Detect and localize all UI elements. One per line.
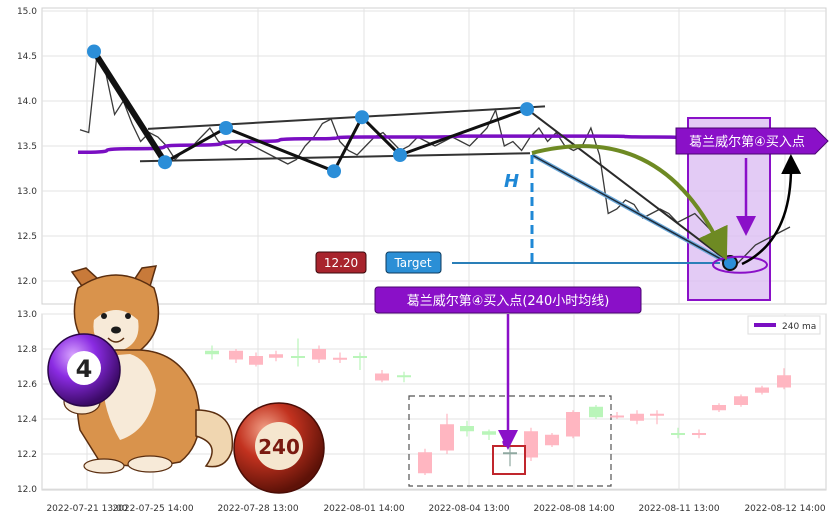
consolidation-box [408,395,612,487]
candle-body [755,387,769,393]
ball-240-illustration: 240 [233,402,325,494]
y-tick-label: 12.5 [17,232,37,242]
candle-body [397,375,411,378]
y-tick-label: 12.0 [17,277,37,287]
signal-label-upper: 葛兰威尔第④买入点 [675,127,829,155]
pattern-segment [526,108,731,264]
pattern-segment [332,116,364,172]
signal-label-lower: 葛兰威尔第④买入点(240小时均线) [374,286,642,314]
ball-240-label: 240 [258,435,300,459]
signal-label-upper-text: 葛兰威尔第④买入点 [689,135,805,150]
ball-4-label: 4 [76,355,93,383]
upper-series [77,44,827,274]
candle-body [460,426,474,432]
candle-body [610,415,624,418]
candle-body [650,413,664,416]
candle-body [418,452,432,474]
candle-body [229,350,243,360]
candle-body [692,433,706,435]
pattern-segment [360,116,402,157]
y-tick-label: 12.6 [17,380,37,390]
y-tick-label: 12.2 [17,450,37,460]
x-tick-label: 2022-08-12 14:00 [744,504,825,514]
candle-body [375,373,389,381]
channel-upper-line [147,105,546,130]
y-tick-label: 14.0 [17,97,37,107]
candle-body [545,434,559,446]
x-tick-label: 2022-07-21 13:00 [46,504,127,514]
candle-body [671,433,685,435]
pattern-point [219,121,233,135]
candlesticks [205,338,791,475]
pattern-segment [225,126,335,173]
height-label: H [504,171,519,192]
pattern-point [158,155,172,170]
ball-4-illustration: 4 [47,333,121,407]
x-tick-label: 2022-08-08 14:00 [533,504,614,514]
candle-body [482,431,496,435]
candle-body [291,356,305,358]
x-tick-label: 2022-08-04 13:00 [428,504,509,514]
target-badge: Target [385,251,442,274]
pattern-point [520,102,534,117]
projection-arrow [531,144,728,261]
candle-body [503,452,517,455]
candle-body [269,354,283,358]
y-tick-label: 13.0 [17,187,37,197]
candle-body [630,413,644,421]
candle-body [249,356,263,365]
price-badge: 12.20 [315,251,367,274]
lower-y-axis: 13.0 12.8 12.6 12.4 12.2 12.0 [17,310,37,495]
candle-body [312,349,326,360]
upper-y-axis: 15.0 14.5 14.0 13.5 13.0 12.5 12.0 [17,7,37,287]
candle-body [524,431,538,458]
y-tick-label: 14.5 [17,52,37,62]
check-mark-icon: ✔ [500,429,517,453]
pattern-point [355,110,369,125]
x-tick-label: 2022-07-28 13:00 [217,504,298,514]
channel-lower-line [139,152,531,163]
pattern-point [327,164,341,179]
price-badge-label: 12.20 [324,256,358,270]
y-tick-label: 13.5 [17,142,37,152]
signal-label-lower-text: 葛兰威尔第④买入点(240小时均线) [407,294,610,309]
pattern-segment [399,107,528,157]
candle-body [205,350,219,355]
y-tick-label: 15.0 [17,7,37,17]
candle-body [712,405,726,411]
signal-ellipse [712,255,768,274]
x-tick-label: 2022-08-11 13:00 [638,504,719,514]
candle-body [353,356,367,358]
legend-label: 240 ma [782,322,816,332]
pattern-segment [164,126,227,164]
candle-body [440,424,454,451]
shiba-dog-illustration [63,265,234,474]
x-tick-label: 2022-07-25 14:00 [112,504,193,514]
candle-body [777,375,791,388]
candle-body [566,412,580,437]
legend: 240 ma [747,315,821,335]
drop-line-core [531,154,729,264]
target-badge-label: Target [393,256,431,270]
y-tick-label: 13.0 [17,310,37,320]
pattern-point [393,148,407,162]
pattern-segment [91,49,168,164]
y-tick-label: 12.8 [17,345,37,355]
price-line [79,51,791,264]
y-tick-label: 12.4 [17,415,37,425]
candle-body [734,396,748,405]
x-tick-label: 2022-08-01 14:00 [323,504,404,514]
y-tick-label: 12.0 [17,485,37,495]
candle-body [589,406,603,418]
rebound-arrow [741,154,802,266]
pattern-point [87,44,101,59]
candle-body [333,357,347,360]
